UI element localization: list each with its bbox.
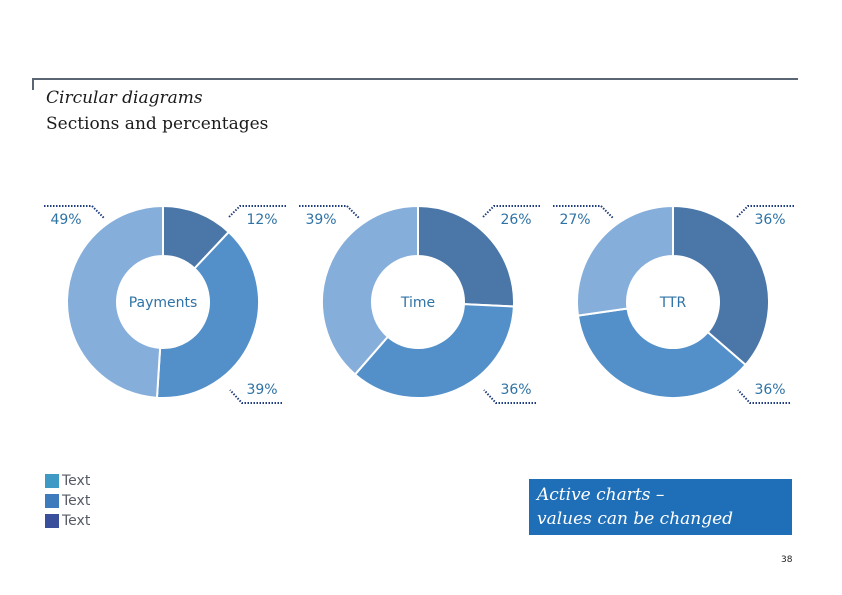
legend-item: Text [45, 511, 90, 531]
donut-center-label: Payments [129, 295, 198, 311]
page-number: 38 [781, 555, 793, 565]
segment-percent-label: 27% [559, 212, 590, 228]
label-leader-line [44, 205, 105, 219]
label-leader-line [299, 205, 360, 219]
label-leader-line [227, 205, 286, 219]
legend-label: Text [62, 513, 91, 529]
segment-percent-label: 39% [305, 212, 336, 228]
segment-percent-label: 36% [754, 382, 785, 398]
label-leader-line [737, 389, 790, 404]
legend-swatch [45, 494, 59, 508]
donut-center-label: Time [400, 295, 435, 311]
legend-item: Text [45, 491, 90, 511]
label-leader-line [553, 205, 614, 219]
donut-segment [576, 307, 747, 399]
segment-percent-label: 36% [754, 212, 785, 228]
donut-segment [417, 204, 515, 308]
donut-segment [576, 204, 674, 317]
legend-label: Text [62, 493, 91, 509]
label-leader-line [483, 389, 536, 404]
donut-segment [672, 204, 770, 367]
donut-chart: 36% 36% 27% TTR [553, 204, 794, 404]
label-leader-line [735, 205, 794, 219]
donut-segment [65, 204, 164, 399]
legend-swatch [45, 514, 59, 528]
legend-item: Text [45, 471, 90, 491]
callout-line: values can be changed [537, 509, 734, 529]
donut-segment [321, 204, 419, 376]
header-rule-tick [32, 78, 34, 90]
label-leader-line [229, 389, 282, 404]
legend: Text Text Text [45, 471, 90, 531]
donut-segment [353, 303, 515, 399]
page-subtitle: Sections and percentages [46, 114, 269, 134]
label-leader-line [481, 205, 540, 219]
active-charts-callout: Active charts – values can be changed [529, 479, 792, 535]
donut-chart: 26% 36% 39% Time [299, 204, 540, 404]
segment-percent-label: 39% [246, 382, 277, 398]
callout-line: Active charts – [537, 485, 665, 505]
donut-segment [155, 230, 260, 399]
legend-swatch [45, 474, 59, 488]
segment-percent-label: 12% [246, 212, 277, 228]
segment-percent-label: 36% [500, 382, 531, 398]
page-title: Circular diagrams [46, 88, 203, 108]
donut-center-label: TTR [659, 295, 687, 311]
segment-percent-label: 26% [500, 212, 531, 228]
segment-percent-label: 49% [50, 212, 81, 228]
donut-chart: 12% 39% 49% Payments [44, 204, 286, 404]
legend-label: Text [62, 473, 91, 489]
header-rule [32, 78, 798, 80]
